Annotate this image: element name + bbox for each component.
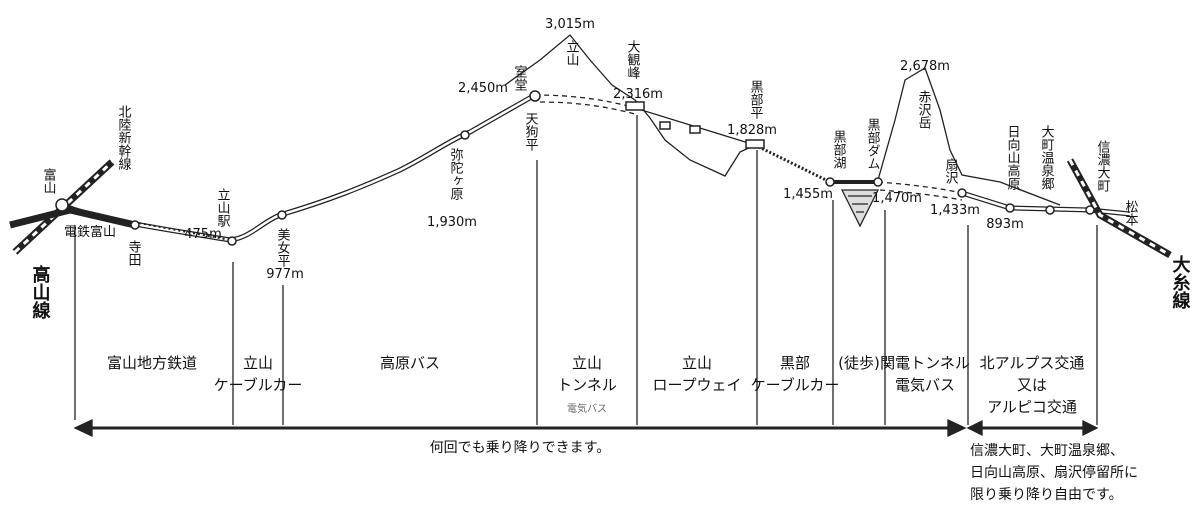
station-label: 立山 [564,40,580,66]
station-label: 黒部ダム [865,118,881,170]
elevation: 1,433m [930,203,980,218]
elevation: 475m [184,227,221,242]
station-label: 高山線 [30,264,51,320]
terrain [504,34,1061,228]
note-line: 限り乗り降り自由です。 [970,487,1123,503]
segment-label: 高原バス [380,354,440,372]
segment-label: 又は [1017,376,1047,394]
elevation: 1,828m [727,123,777,138]
segment-label: ロープウェイ [652,376,741,394]
elevation: 2,450m [458,81,508,96]
note-line: 日向山高原、扇沢停留所に [970,464,1138,481]
station-label: 赤沢岳 [916,90,932,129]
elevation: 1,455m [783,187,833,202]
station-label: 大糸線 [1170,254,1191,310]
station-label: 信濃大町 [1095,140,1111,192]
station-label: 北陸新幹線 [116,105,132,170]
station-label: 大観峰 [625,40,641,79]
station-label: 黒部平 [748,80,764,119]
station-label: 弥陀ヶ原 [448,147,464,200]
station-label: 富山 [41,167,56,194]
elevation: 2,678m [900,59,950,74]
segment-label: 北アルプス交通 [980,354,1085,372]
free-section-note: 何回でも乗り降りできます。 [430,440,611,456]
station-label: 松本 [1123,200,1139,226]
station-label: 黒部湖 [831,130,847,169]
station-label: 電鉄富山 [64,224,116,240]
elevation: 3,015m [545,17,595,32]
note-line: 信濃大町、大町温泉郷、 [970,442,1124,459]
segment-label: アルピコ交通 [987,398,1077,416]
segment-label: 立山 [243,354,273,372]
elevation: 977m [266,267,303,282]
station-label: 日向山高原 [1005,125,1021,190]
elevation: 1,930m [427,215,477,230]
segment-label: 関電トンネル [880,354,970,372]
section-dividers [73,115,1099,438]
segment-label: 富山地方鉄道 [107,354,197,372]
segment-label: ケーブルカー [751,376,840,394]
segment-label: 黒部 [780,354,810,372]
elevation: 893m [986,217,1023,232]
station-label: 美女平 [275,228,291,267]
segment-label: 立山 [682,354,712,372]
segment-label: 電気バス [567,402,607,415]
station-label: 室堂 [512,64,528,91]
station-label: 大町温泉郷 [1039,125,1055,190]
stations [55,90,1095,246]
segment-label: トンネル [557,376,617,394]
station-label: 天狗平 [523,112,539,151]
station-label: 寺田 [126,240,142,266]
elevation: 1,470m [872,191,922,206]
segment-label: 電気バス [895,376,955,394]
station-label: 扇沢 [943,157,959,184]
segment-label: (徒歩) [838,354,880,372]
elevation: 2,316m [613,87,663,102]
station-label: 立山駅 [215,188,231,228]
segment-label: ケーブルカー [214,376,303,394]
segment-label: 立山 [572,354,602,372]
